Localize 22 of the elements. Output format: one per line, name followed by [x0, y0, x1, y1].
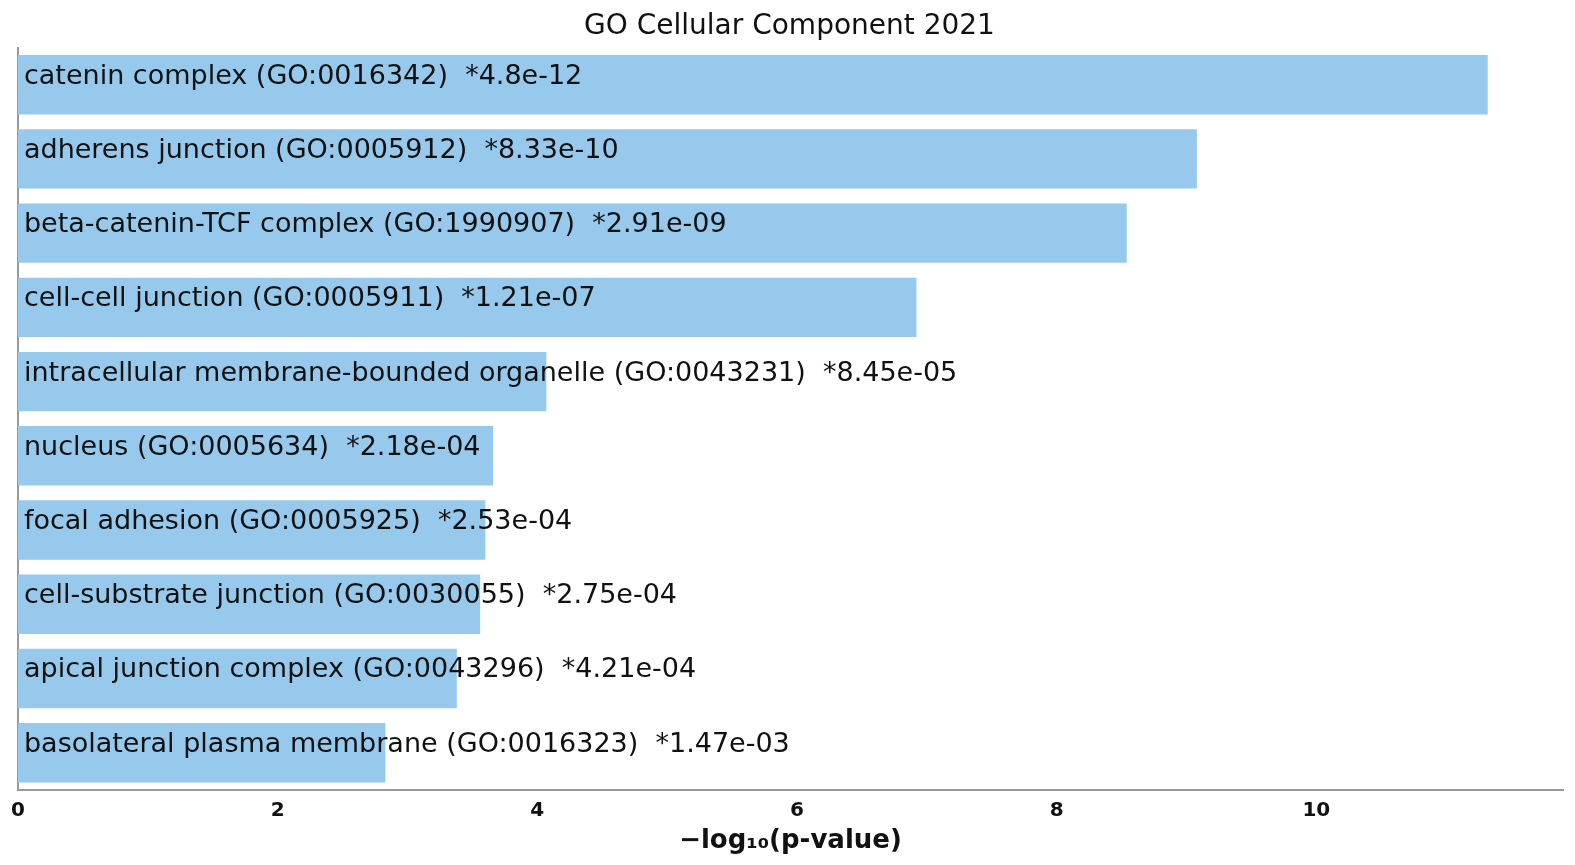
bar: [17, 277, 917, 338]
category-label: cell-substrate junction (GO:0030055) *2.75e-04: [23, 578, 678, 610]
bar: [17, 203, 1127, 263]
x-tick-label: 2: [270, 797, 285, 821]
chart-title: GO Cellular Component 2021: [584, 8, 995, 42]
category-label: beta-catenin-TCF complex (GO:1990907) *2.91e-09: [23, 207, 727, 239]
category-label: catenin complex (GO:0016342) *4.8e-12: [23, 58, 583, 90]
x-tick-label: 8: [1049, 797, 1064, 821]
x-tick-label: 4: [530, 797, 545, 821]
x-tick-label: 10: [1302, 797, 1331, 821]
x-axis-title: −log₁₀(p-value): [679, 824, 902, 855]
category-label: intracellular membrane-bounded organelle (GO:0043231) *8.45e-05: [23, 355, 958, 387]
x-tick-label: 6: [790, 797, 804, 821]
bar: [17, 129, 1197, 189]
category-label: focal adhesion (GO:0005925) *2.53e-04: [23, 504, 573, 536]
category-label: cell-cell junction (GO:0005911) *1.21e-07: [23, 281, 596, 313]
category-label: nucleus (GO:0005634) *2.18e-04: [23, 429, 481, 461]
category-label: basolateral plasma membrane (GO:0016323) *1.47e-03: [23, 726, 790, 758]
category-label: adherens junction (GO:0005912) *8.33e-10: [23, 132, 619, 164]
category-label: apical junction complex (GO:0043296) *4.21e-04: [23, 652, 697, 684]
x-tick-label: 0: [11, 797, 25, 821]
bar: [17, 55, 1488, 115]
